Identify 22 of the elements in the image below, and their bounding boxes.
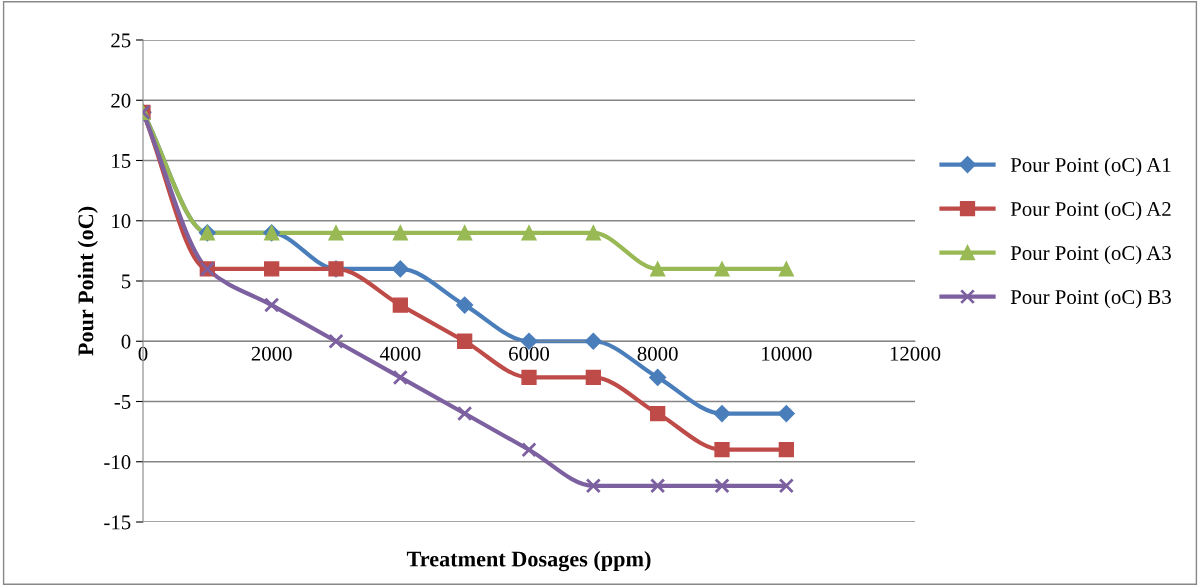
y-tick-label: 20 [111, 93, 131, 108]
x-tick-label: 8000 [637, 346, 678, 361]
x-tick-label: 12000 [890, 346, 941, 361]
legend-label: Pour Point (oC) A1 [1010, 157, 1171, 177]
y-tick-label: 15 [112, 153, 131, 168]
legend-label: Pour Point (oC) B3 [1010, 289, 1171, 309]
y-tick-label: -15 [104, 515, 131, 530]
x-tick-label: 10000 [762, 346, 812, 361]
y-tick-label: 10 [112, 214, 131, 229]
x-tick-label: 0 [138, 346, 148, 361]
y-tick-label: 25 [111, 33, 131, 48]
y-tick-label: 5 [121, 274, 131, 289]
x-tick-label: 2000 [251, 346, 292, 361]
x-axis-title: Treatment Dosages (ppm) [406, 550, 651, 572]
y-tick-label: 0 [121, 334, 131, 349]
x-tick-label: 4000 [379, 346, 421, 361]
y-axis-title: Pour Point (oC) [77, 206, 98, 356]
y-tick-label: -10 [104, 455, 131, 470]
x-tick-label: 6000 [509, 346, 550, 361]
y-tick-label: -5 [114, 395, 131, 409]
legend-label: Pour Point (oC) A2 [1010, 201, 1171, 221]
legend-label: Pour Point (oC) A3 [1010, 245, 1171, 265]
